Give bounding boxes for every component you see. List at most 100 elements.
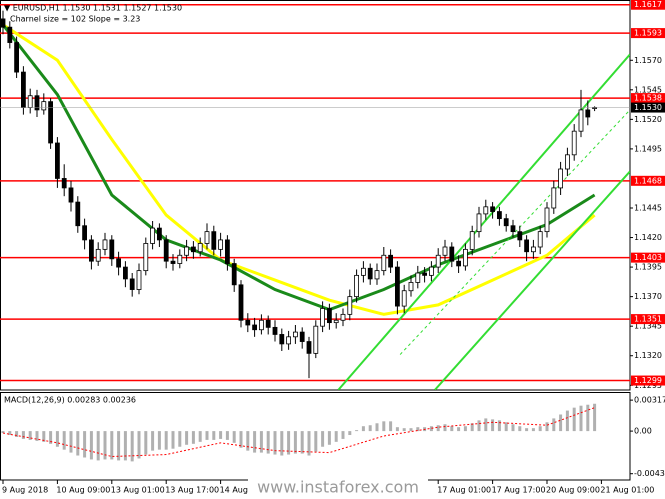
y-tick-label: 1.1420 (634, 233, 662, 242)
main-frame (0, 0, 631, 391)
x-tick-label: 9 Aug 2018 (2, 486, 48, 495)
macd-bar (477, 420, 481, 432)
macd-bar (395, 427, 399, 432)
macd-bar (334, 431, 338, 442)
candle-body (27, 95, 33, 108)
candle-body (320, 308, 326, 327)
candle-body (150, 227, 156, 244)
macd-bar (293, 431, 297, 454)
y-tick-label: 0.00 (634, 427, 652, 436)
macd-bar (572, 407, 576, 432)
candle-body (48, 101, 53, 144)
y-tick-label: 1.1495 (634, 144, 662, 153)
macd-bar (348, 431, 352, 436)
candle-body (20, 71, 26, 108)
macd-bar (171, 431, 175, 449)
chart-subtitle: Charnel size = 102 Slope = 3.23 (10, 15, 140, 24)
macd-bar (375, 423, 379, 432)
level-label-box (631, 175, 665, 186)
candle-body (333, 319, 339, 324)
macd-bar (321, 431, 325, 447)
macd-bar (212, 431, 216, 440)
y-tick-label: 1.1520 (634, 115, 662, 124)
candle-body (326, 308, 332, 324)
macd-bar (259, 431, 263, 453)
candle-body (41, 101, 47, 111)
macd-bar (327, 431, 331, 445)
level-label: 1.1468 (634, 176, 662, 185)
candle-body (401, 290, 407, 307)
macd-bar (21, 431, 25, 439)
macd-bar (205, 431, 209, 440)
candle-body (14, 42, 20, 73)
macd-bar (579, 405, 583, 432)
candle-body (483, 206, 489, 215)
candle-body (224, 239, 230, 264)
macd-bar (361, 426, 365, 432)
macd-pane (1, 403, 597, 462)
macd-bar (450, 426, 454, 432)
candle-body (360, 267, 366, 276)
y-tick-label: 1.1345 (634, 322, 662, 331)
level-label-box (631, 0, 665, 10)
macd-bar (429, 426, 433, 432)
candle-body (415, 272, 421, 283)
macd-bar (185, 431, 189, 445)
candle-body (204, 231, 210, 244)
macd-bar (300, 431, 304, 454)
macd-bar (531, 428, 535, 432)
macd-bar (409, 428, 413, 432)
macd-bar (368, 425, 372, 432)
candle-body (231, 263, 237, 286)
level-label-box (631, 93, 665, 104)
main-pane (0, 3, 630, 390)
candle-body (367, 267, 373, 280)
y-tick-label: 1.1570 (634, 56, 662, 65)
candle-body (163, 239, 169, 262)
macd-bar (144, 431, 148, 455)
x-tick-label: 17 Aug 17:00 (492, 486, 546, 495)
candle-body (197, 243, 203, 253)
moving-average (1, 23, 596, 312)
moving-average (2, 23, 596, 316)
candle-body (286, 336, 292, 345)
watermark-box (248, 478, 428, 497)
x-tick-label: 20 Aug 09:00 (546, 486, 600, 495)
candle-body (476, 213, 482, 233)
candle-body (34, 95, 40, 111)
candle-body (565, 154, 570, 170)
macd-bar (457, 427, 461, 432)
candle-body (143, 243, 149, 272)
candle-body (381, 254, 387, 272)
macd-bar (463, 426, 467, 432)
current-price-label: 1.1530 (634, 103, 662, 112)
x-tick-label: 13 Aug 17:00 (165, 486, 219, 495)
level-label: 1.1617 (634, 0, 662, 9)
candle-body (95, 248, 101, 262)
candle-body (394, 266, 400, 307)
macd-bar (178, 431, 182, 447)
candle-body (61, 178, 67, 189)
candle-body (347, 296, 353, 315)
macd-bar (198, 431, 202, 442)
x-tick-label: 13 Aug 01:00 (111, 486, 165, 495)
candle-body (340, 313, 346, 321)
candle-body (299, 331, 305, 342)
x-tick-label: 10 Aug 09:00 (56, 486, 110, 495)
chart-title: ▼ EURUSD,H1 1.1530 1.1531 1.1527 1.1530 (4, 4, 182, 13)
macd-bar (538, 426, 542, 432)
level-label-box (631, 28, 665, 39)
macd-bar (103, 431, 107, 460)
macd-bar (130, 431, 134, 462)
level-label-box (631, 252, 665, 263)
candle-body (510, 225, 516, 233)
macd-bar (416, 427, 420, 432)
candle-body (374, 270, 380, 280)
candle-body (252, 324, 258, 331)
macd-bar (69, 431, 73, 453)
macd-bar (565, 410, 569, 432)
candle-body (0, 18, 6, 28)
y-tick-label: 1.1445 (634, 204, 662, 213)
macd-bar (484, 418, 488, 432)
macd-bar (389, 421, 393, 432)
